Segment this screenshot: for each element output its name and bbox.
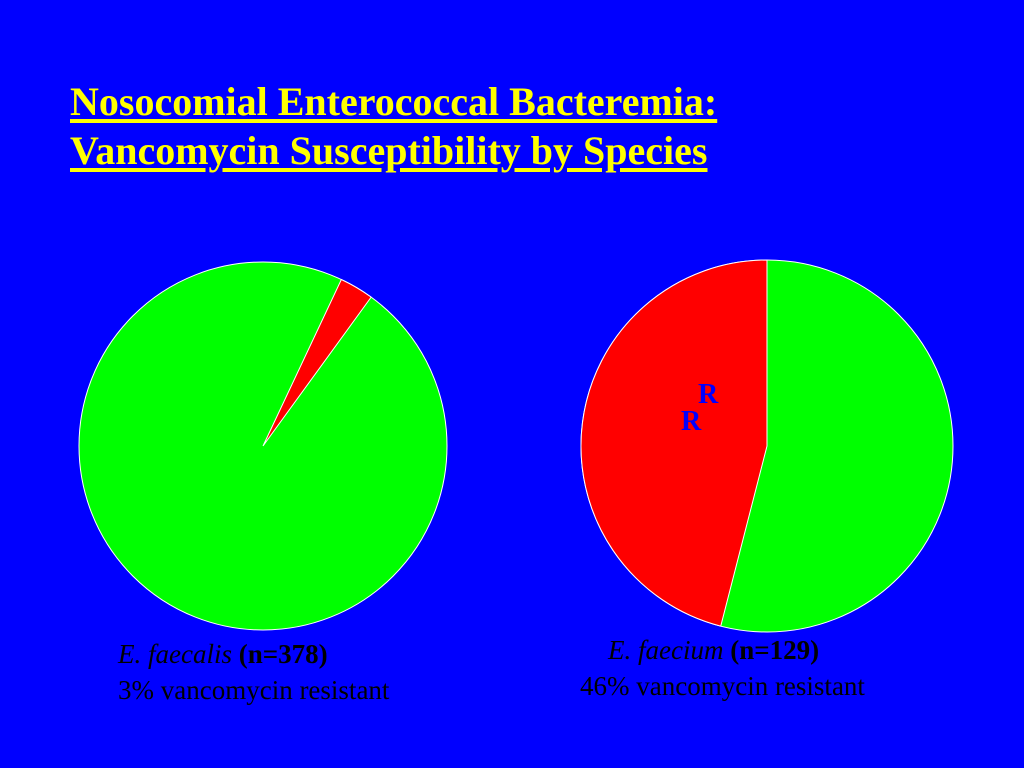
species-name: E. faecalis bbox=[118, 639, 232, 669]
sample-count: (n=129) bbox=[730, 635, 820, 665]
pie-e-faecalis: R bbox=[78, 261, 448, 631]
resistance-summary: 46% vancomycin resistant bbox=[580, 671, 865, 701]
slice-resistant bbox=[262, 278, 372, 447]
resistance-summary: 3% vancomycin resistant bbox=[118, 675, 390, 705]
slice-label: R bbox=[404, 304, 425, 335]
slice-label: R bbox=[681, 406, 702, 437]
slice-resistant bbox=[580, 259, 768, 627]
sample-count: (n=378) bbox=[238, 639, 328, 669]
title-line-2: Vancomycin Susceptibility by Species bbox=[70, 127, 708, 173]
caption-e-faecalis: E. faecalis (n=378) 3% vancomycin resist… bbox=[118, 636, 389, 708]
species-name: E. faecium bbox=[608, 635, 724, 665]
title-line-1: Nosocomial Enterococcal Bacteremia: bbox=[70, 79, 718, 124]
slide-title: Nosocomial Enterococcal Bacteremia: Vanc… bbox=[70, 78, 717, 176]
caption-e-faecium: E. faecium (n=129) 46% vancomycin resist… bbox=[580, 632, 865, 704]
pie-e-faecium: RR bbox=[580, 259, 954, 633]
slice-label: R bbox=[698, 379, 719, 410]
